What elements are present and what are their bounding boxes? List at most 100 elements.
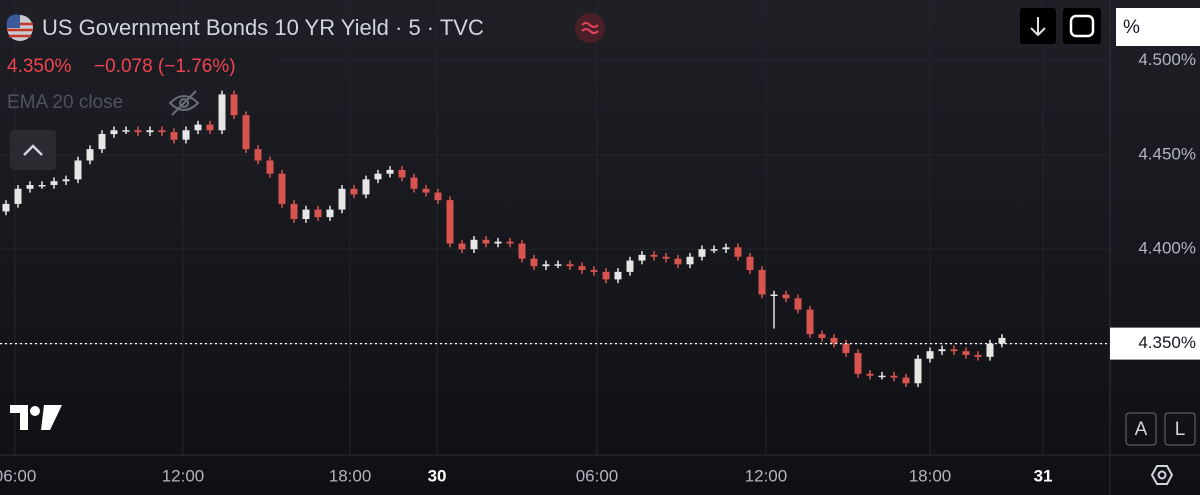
candle-body bbox=[422, 188, 430, 193]
candle-body bbox=[974, 354, 982, 357]
candle-body bbox=[302, 209, 310, 220]
price-change: −0.078 (−1.76%) bbox=[94, 56, 236, 77]
candle-body bbox=[578, 266, 586, 270]
candle-body bbox=[86, 149, 94, 161]
x-tick-label: 06:00 bbox=[0, 466, 36, 485]
log-scale-label: L bbox=[1175, 419, 1186, 440]
log-scale-button[interactable] bbox=[1164, 412, 1196, 446]
candle-body bbox=[830, 337, 838, 344]
candle-body bbox=[746, 256, 754, 270]
candle-body bbox=[590, 269, 598, 272]
candle-body bbox=[842, 343, 850, 354]
candle-body bbox=[866, 373, 874, 376]
candle-body bbox=[806, 309, 814, 335]
y-tick-label: 4.450% bbox=[1138, 144, 1196, 163]
legend-backdrop bbox=[0, 48, 275, 86]
candle-body bbox=[698, 249, 706, 257]
candle-body bbox=[674, 258, 682, 265]
candle-body bbox=[926, 351, 934, 359]
candle-body bbox=[494, 241, 502, 244]
candle-body bbox=[98, 134, 106, 150]
candle-body bbox=[110, 130, 118, 135]
candle-body bbox=[230, 94, 238, 116]
candle-body bbox=[998, 337, 1006, 344]
candle-body bbox=[26, 185, 34, 189]
candle-body bbox=[74, 160, 82, 180]
y-tick-label: 4.500% bbox=[1138, 50, 1196, 69]
candle-body bbox=[2, 203, 10, 212]
auto-scale-button[interactable] bbox=[1125, 412, 1157, 446]
candle-body bbox=[290, 203, 298, 220]
candle-body bbox=[890, 375, 898, 378]
candle-body bbox=[254, 149, 262, 161]
candle-body bbox=[950, 349, 958, 352]
candle-body bbox=[398, 169, 406, 178]
symbol-title[interactable]: US Government Bonds 10 YR Yield · 5 · TV… bbox=[42, 15, 484, 40]
x-tick-label: 06:00 bbox=[576, 466, 619, 485]
arrow-down-icon bbox=[1030, 17, 1046, 37]
candle-body bbox=[38, 185, 46, 187]
candle-body bbox=[566, 264, 574, 267]
last-price-label: 4.350% bbox=[1138, 333, 1196, 352]
candle-body bbox=[194, 124, 202, 131]
candle-body bbox=[170, 132, 178, 140]
x-tick-label: 30 bbox=[428, 466, 447, 485]
x-tick-label: 12:00 bbox=[745, 466, 788, 485]
candle-body bbox=[938, 349, 946, 352]
candle-body bbox=[710, 249, 718, 251]
candle-body bbox=[50, 181, 58, 186]
candle-body bbox=[554, 264, 562, 266]
collapse-legend-button[interactable] bbox=[10, 130, 56, 170]
market-status-icon[interactable] bbox=[575, 13, 605, 43]
candle-body bbox=[314, 209, 322, 218]
y-tick-label: 4.400% bbox=[1138, 239, 1196, 258]
grid bbox=[0, 0, 1110, 455]
x-tick-label: 12:00 bbox=[162, 466, 205, 485]
fullscreen-button[interactable] bbox=[1063, 8, 1101, 44]
x-tick-label: 18:00 bbox=[329, 466, 372, 485]
settings-icon[interactable] bbox=[1150, 465, 1174, 485]
candle-body bbox=[734, 247, 742, 257]
candle-body bbox=[962, 351, 970, 355]
scale-mode: % bbox=[1123, 17, 1140, 38]
candle-body bbox=[854, 353, 862, 374]
candle-body bbox=[986, 343, 994, 357]
candle-body bbox=[446, 200, 454, 244]
candle-body bbox=[662, 256, 670, 259]
candle-body bbox=[506, 241, 514, 244]
candle-body bbox=[770, 294, 778, 297]
candle-body bbox=[326, 209, 334, 218]
candle-body bbox=[218, 94, 226, 131]
candle-body bbox=[638, 254, 646, 261]
candle-body bbox=[614, 271, 622, 280]
tradingview-logo[interactable] bbox=[10, 405, 62, 430]
candle-body bbox=[458, 243, 466, 250]
candle-body bbox=[14, 188, 22, 204]
candle-body bbox=[782, 294, 790, 299]
candle-body bbox=[686, 256, 694, 265]
candle-body bbox=[122, 130, 130, 132]
chevron-up bbox=[23, 144, 43, 156]
candle-body bbox=[374, 173, 382, 180]
candle-body bbox=[362, 179, 370, 195]
candle-body bbox=[722, 247, 730, 250]
candle-body bbox=[518, 243, 526, 259]
candle-body bbox=[818, 334, 826, 338]
candle-body bbox=[134, 130, 142, 133]
axes: 4.350% 4.400% 4.450% 4.500% 06:00 12:00 18:00 3… bbox=[0, 50, 1200, 485]
last-price: 4.350% bbox=[7, 56, 72, 77]
candle-body bbox=[350, 188, 358, 195]
candle-body bbox=[182, 130, 190, 140]
settings-icon-center bbox=[1157, 470, 1167, 480]
fullscreen-icon bbox=[1069, 14, 1095, 38]
candle-body bbox=[470, 239, 478, 250]
scale-mode-box[interactable] bbox=[1116, 8, 1200, 46]
candle-body bbox=[146, 130, 154, 133]
auto-scale-label: A bbox=[1135, 419, 1148, 440]
indicator-label[interactable]: EMA 20 close bbox=[7, 92, 123, 113]
candle-body bbox=[530, 258, 538, 267]
candle-body bbox=[278, 173, 286, 204]
hide-indicator-icon[interactable] bbox=[168, 90, 200, 116]
candle-body bbox=[878, 375, 886, 378]
